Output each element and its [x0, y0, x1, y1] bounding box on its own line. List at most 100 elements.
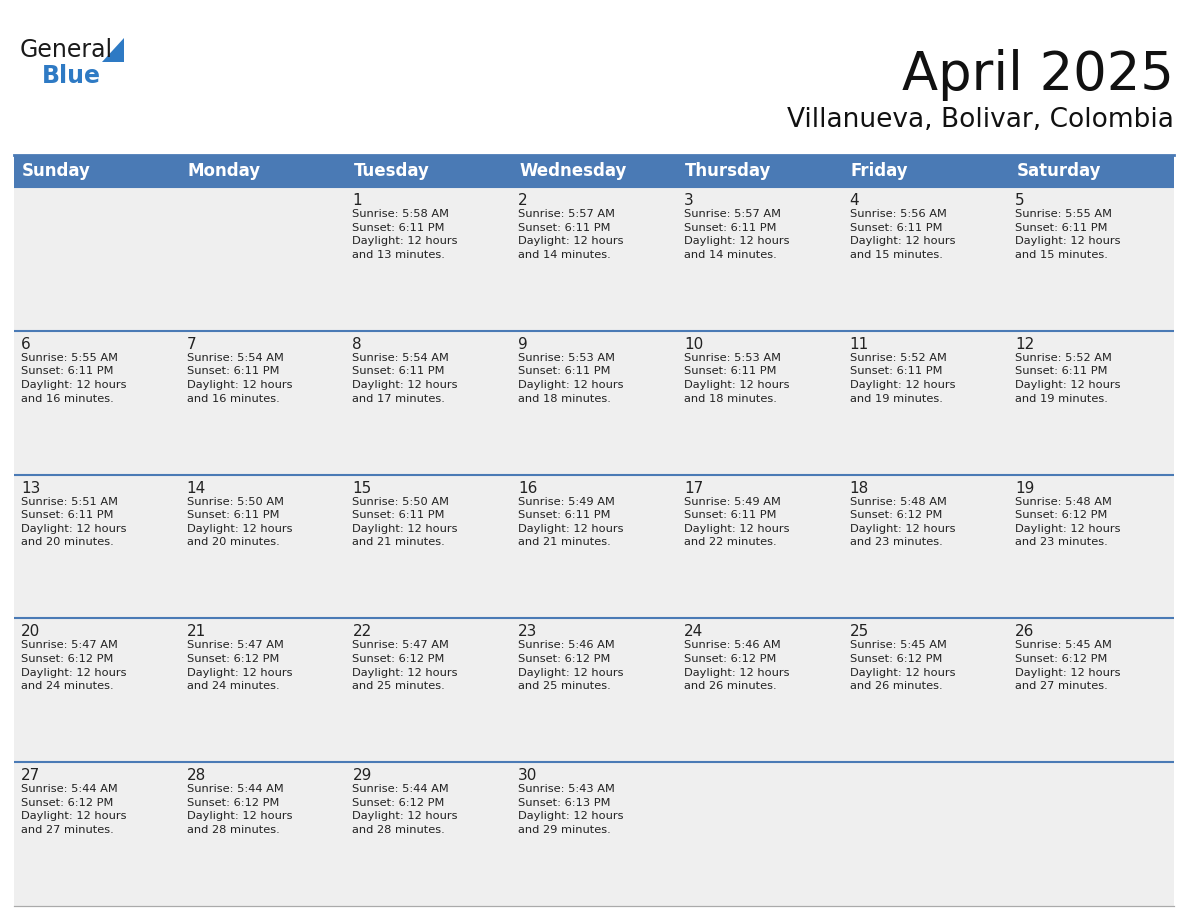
Text: 23: 23 — [518, 624, 537, 640]
Text: Sunrise: 5:52 AM
Sunset: 6:11 PM
Daylight: 12 hours
and 19 minutes.: Sunrise: 5:52 AM Sunset: 6:11 PM Dayligh… — [1016, 353, 1120, 404]
Bar — [677, 619, 842, 762]
Bar — [1009, 475, 1174, 619]
Text: 4: 4 — [849, 193, 859, 208]
Text: Sunrise: 5:57 AM
Sunset: 6:11 PM
Daylight: 12 hours
and 14 minutes.: Sunrise: 5:57 AM Sunset: 6:11 PM Dayligh… — [684, 209, 789, 260]
Bar — [14, 155, 179, 187]
Text: 18: 18 — [849, 481, 868, 496]
Bar — [179, 762, 346, 906]
Bar — [511, 475, 677, 619]
Bar — [677, 155, 842, 187]
Bar — [1009, 330, 1174, 475]
Bar — [346, 475, 511, 619]
Bar — [842, 475, 1009, 619]
Bar — [842, 619, 1009, 762]
Bar — [14, 187, 179, 330]
Text: 6: 6 — [21, 337, 31, 352]
Text: 9: 9 — [518, 337, 527, 352]
Text: Sunrise: 5:49 AM
Sunset: 6:11 PM
Daylight: 12 hours
and 22 minutes.: Sunrise: 5:49 AM Sunset: 6:11 PM Dayligh… — [684, 497, 789, 547]
Polygon shape — [102, 38, 124, 62]
Text: Sunrise: 5:44 AM
Sunset: 6:12 PM
Daylight: 12 hours
and 28 minutes.: Sunrise: 5:44 AM Sunset: 6:12 PM Dayligh… — [353, 784, 457, 835]
Text: 2: 2 — [518, 193, 527, 208]
Text: Friday: Friday — [851, 162, 908, 180]
Text: 25: 25 — [849, 624, 868, 640]
Text: Sunrise: 5:48 AM
Sunset: 6:12 PM
Daylight: 12 hours
and 23 minutes.: Sunrise: 5:48 AM Sunset: 6:12 PM Dayligh… — [849, 497, 955, 547]
Text: 24: 24 — [684, 624, 703, 640]
Text: Sunrise: 5:57 AM
Sunset: 6:11 PM
Daylight: 12 hours
and 14 minutes.: Sunrise: 5:57 AM Sunset: 6:11 PM Dayligh… — [518, 209, 624, 260]
Bar — [842, 155, 1009, 187]
Text: Sunrise: 5:46 AM
Sunset: 6:12 PM
Daylight: 12 hours
and 25 minutes.: Sunrise: 5:46 AM Sunset: 6:12 PM Dayligh… — [518, 641, 624, 691]
Text: Tuesday: Tuesday — [353, 162, 429, 180]
Bar — [346, 619, 511, 762]
Bar — [511, 330, 677, 475]
Text: Sunrise: 5:53 AM
Sunset: 6:11 PM
Daylight: 12 hours
and 18 minutes.: Sunrise: 5:53 AM Sunset: 6:11 PM Dayligh… — [684, 353, 789, 404]
Bar — [346, 187, 511, 330]
Text: Sunrise: 5:55 AM
Sunset: 6:11 PM
Daylight: 12 hours
and 16 minutes.: Sunrise: 5:55 AM Sunset: 6:11 PM Dayligh… — [21, 353, 126, 404]
Text: 22: 22 — [353, 624, 372, 640]
Text: Sunrise: 5:47 AM
Sunset: 6:12 PM
Daylight: 12 hours
and 25 minutes.: Sunrise: 5:47 AM Sunset: 6:12 PM Dayligh… — [353, 641, 457, 691]
Text: Sunrise: 5:45 AM
Sunset: 6:12 PM
Daylight: 12 hours
and 27 minutes.: Sunrise: 5:45 AM Sunset: 6:12 PM Dayligh… — [1016, 641, 1120, 691]
Bar — [14, 762, 179, 906]
Bar — [1009, 155, 1174, 187]
Bar — [14, 330, 179, 475]
Text: 29: 29 — [353, 768, 372, 783]
Text: Wednesday: Wednesday — [519, 162, 626, 180]
Bar — [1009, 762, 1174, 906]
Text: Blue: Blue — [42, 64, 101, 88]
Text: 5: 5 — [1016, 193, 1025, 208]
Text: Thursday: Thursday — [684, 162, 771, 180]
Text: 17: 17 — [684, 481, 703, 496]
Text: Villanueva, Bolivar, Colombia: Villanueva, Bolivar, Colombia — [788, 107, 1174, 133]
Text: Sunrise: 5:54 AM
Sunset: 6:11 PM
Daylight: 12 hours
and 16 minutes.: Sunrise: 5:54 AM Sunset: 6:11 PM Dayligh… — [187, 353, 292, 404]
Text: Sunrise: 5:55 AM
Sunset: 6:11 PM
Daylight: 12 hours
and 15 minutes.: Sunrise: 5:55 AM Sunset: 6:11 PM Dayligh… — [1016, 209, 1120, 260]
Bar — [346, 762, 511, 906]
Text: 30: 30 — [518, 768, 537, 783]
Bar — [677, 762, 842, 906]
Bar — [842, 187, 1009, 330]
Bar — [511, 187, 677, 330]
Text: Sunrise: 5:56 AM
Sunset: 6:11 PM
Daylight: 12 hours
and 15 minutes.: Sunrise: 5:56 AM Sunset: 6:11 PM Dayligh… — [849, 209, 955, 260]
Bar — [511, 762, 677, 906]
Bar — [179, 155, 346, 187]
Bar — [677, 187, 842, 330]
Bar — [842, 330, 1009, 475]
Text: 8: 8 — [353, 337, 362, 352]
Bar — [346, 330, 511, 475]
Text: General: General — [20, 38, 113, 62]
Text: 10: 10 — [684, 337, 703, 352]
Text: Sunrise: 5:45 AM
Sunset: 6:12 PM
Daylight: 12 hours
and 26 minutes.: Sunrise: 5:45 AM Sunset: 6:12 PM Dayligh… — [849, 641, 955, 691]
Bar — [677, 330, 842, 475]
Bar — [179, 619, 346, 762]
Text: Sunrise: 5:58 AM
Sunset: 6:11 PM
Daylight: 12 hours
and 13 minutes.: Sunrise: 5:58 AM Sunset: 6:11 PM Dayligh… — [353, 209, 457, 260]
Bar — [842, 762, 1009, 906]
Text: 14: 14 — [187, 481, 206, 496]
Text: April 2025: April 2025 — [902, 49, 1174, 101]
Text: Sunrise: 5:44 AM
Sunset: 6:12 PM
Daylight: 12 hours
and 28 minutes.: Sunrise: 5:44 AM Sunset: 6:12 PM Dayligh… — [187, 784, 292, 835]
Text: 19: 19 — [1016, 481, 1035, 496]
Text: Sunrise: 5:43 AM
Sunset: 6:13 PM
Daylight: 12 hours
and 29 minutes.: Sunrise: 5:43 AM Sunset: 6:13 PM Dayligh… — [518, 784, 624, 835]
Text: Sunday: Sunday — [23, 162, 90, 180]
Text: 12: 12 — [1016, 337, 1035, 352]
Text: Sunrise: 5:49 AM
Sunset: 6:11 PM
Daylight: 12 hours
and 21 minutes.: Sunrise: 5:49 AM Sunset: 6:11 PM Dayligh… — [518, 497, 624, 547]
Bar — [346, 155, 511, 187]
Text: Sunrise: 5:47 AM
Sunset: 6:12 PM
Daylight: 12 hours
and 24 minutes.: Sunrise: 5:47 AM Sunset: 6:12 PM Dayligh… — [21, 641, 126, 691]
Bar — [179, 330, 346, 475]
Bar — [14, 475, 179, 619]
Text: Sunrise: 5:54 AM
Sunset: 6:11 PM
Daylight: 12 hours
and 17 minutes.: Sunrise: 5:54 AM Sunset: 6:11 PM Dayligh… — [353, 353, 457, 404]
Text: Sunrise: 5:50 AM
Sunset: 6:11 PM
Daylight: 12 hours
and 20 minutes.: Sunrise: 5:50 AM Sunset: 6:11 PM Dayligh… — [187, 497, 292, 547]
Bar — [1009, 619, 1174, 762]
Bar — [1009, 187, 1174, 330]
Text: 7: 7 — [187, 337, 196, 352]
Text: Monday: Monday — [188, 162, 261, 180]
Text: 27: 27 — [21, 768, 40, 783]
Text: 21: 21 — [187, 624, 206, 640]
Text: 11: 11 — [849, 337, 868, 352]
Bar — [14, 619, 179, 762]
Text: 28: 28 — [187, 768, 206, 783]
Text: Sunrise: 5:48 AM
Sunset: 6:12 PM
Daylight: 12 hours
and 23 minutes.: Sunrise: 5:48 AM Sunset: 6:12 PM Dayligh… — [1016, 497, 1120, 547]
Text: Sunrise: 5:53 AM
Sunset: 6:11 PM
Daylight: 12 hours
and 18 minutes.: Sunrise: 5:53 AM Sunset: 6:11 PM Dayligh… — [518, 353, 624, 404]
Text: Saturday: Saturday — [1016, 162, 1101, 180]
Bar — [179, 187, 346, 330]
Text: Sunrise: 5:46 AM
Sunset: 6:12 PM
Daylight: 12 hours
and 26 minutes.: Sunrise: 5:46 AM Sunset: 6:12 PM Dayligh… — [684, 641, 789, 691]
Text: Sunrise: 5:51 AM
Sunset: 6:11 PM
Daylight: 12 hours
and 20 minutes.: Sunrise: 5:51 AM Sunset: 6:11 PM Dayligh… — [21, 497, 126, 547]
Bar — [511, 619, 677, 762]
